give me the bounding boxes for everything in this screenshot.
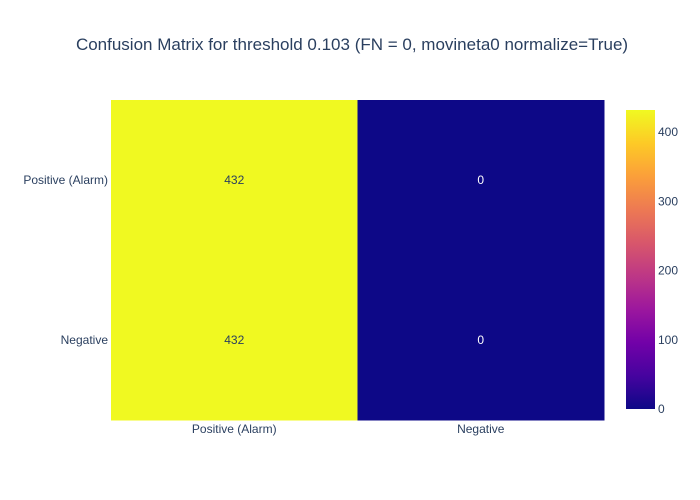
- x-tick-label: Negative: [457, 422, 505, 436]
- chart-title: Confusion Matrix for threshold 0.103 (FN…: [76, 35, 628, 54]
- heatmap-cells: [111, 100, 605, 421]
- heatmap-cell-label: 432: [224, 173, 244, 187]
- colorbar-ticks: 0 100 200 300 400: [658, 125, 678, 416]
- x-axis-ticks: Positive (Alarm) Negative: [192, 422, 505, 436]
- x-tick-label: Positive (Alarm): [192, 422, 277, 436]
- colorbar-tick-label: 0: [658, 402, 665, 416]
- heatmap-cell-label: 432: [224, 333, 244, 347]
- colorbar-tick-label: 200: [658, 264, 678, 278]
- heatmap-cell-labels: 432 0 432 0: [224, 173, 484, 347]
- heatmap-cell: [357, 100, 605, 261]
- heatmap-cell-label: 0: [477, 173, 484, 187]
- colorbar-tick-label: 400: [658, 125, 678, 139]
- colorbar-tick-label: 300: [658, 194, 678, 208]
- heatmap-cell: [357, 260, 605, 421]
- y-axis-ticks: Positive (Alarm) Negative: [23, 173, 108, 347]
- heatmap-cell: [111, 260, 358, 421]
- heatmap-cell: [111, 100, 358, 261]
- y-tick-label: Negative: [61, 333, 109, 347]
- y-tick-label: Positive (Alarm): [23, 173, 108, 187]
- colorbar-tick-label: 100: [658, 333, 678, 347]
- heatmap-cell-label: 0: [477, 333, 484, 347]
- colorbar: [626, 110, 655, 409]
